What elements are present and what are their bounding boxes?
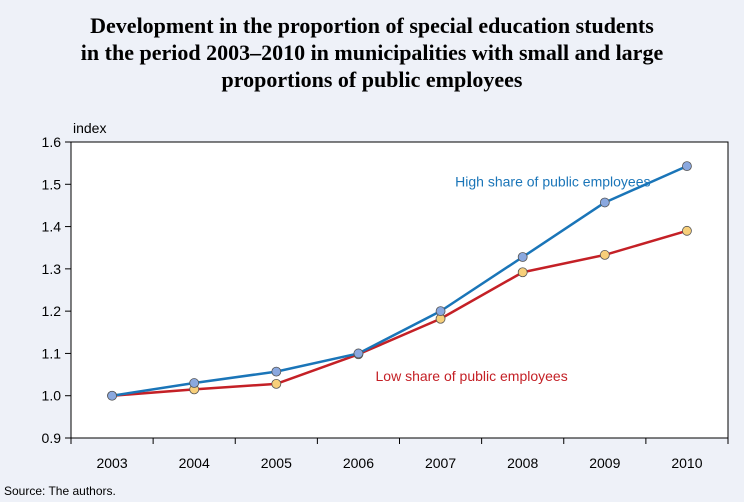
data-point-low: [271, 378, 282, 389]
x-tick-label: 2008: [507, 455, 538, 471]
data-point-high: [189, 378, 200, 388]
line-chart: 0.9 1.0 1.1 1.2 1.3 1.4 1.5 1.6 index 2003 2004 200…: [42, 120, 729, 471]
x-tick-label: 2010: [671, 455, 702, 471]
y-tick-label: 1.6: [42, 134, 62, 150]
x-tick-label: 2003: [96, 455, 127, 471]
x-tick-label: 2006: [343, 455, 374, 471]
data-point-high: [353, 348, 364, 359]
x-tick-label: 2007: [425, 455, 456, 471]
y-axis-label: index: [73, 120, 106, 136]
data-point-high: [435, 306, 446, 317]
data-point-high: [599, 197, 610, 208]
source-note: Source: The authors.: [4, 484, 116, 498]
data-point-high: [271, 366, 282, 377]
plot-area: [70, 141, 729, 439]
y-tick-label: 0.9: [42, 430, 62, 446]
data-point-high: [107, 390, 117, 401]
data-point-high: [682, 161, 692, 172]
data-point-high: [517, 252, 528, 262]
y-tick-label: 1.3: [42, 261, 62, 277]
data-point-low: [517, 267, 528, 278]
chart-title-line-3: proportions of public employees: [221, 67, 523, 92]
y-tick-label: 1.2: [42, 303, 62, 319]
chart-title: Development in the proportion of special…: [0, 12, 744, 93]
data-point-low: [682, 225, 692, 236]
series-line-high: [111, 164, 688, 397]
x-tick-label: 2004: [179, 455, 210, 471]
y-tick-label: 1.1: [42, 345, 62, 361]
series-label-low: Low share of public employees: [376, 368, 568, 384]
data-point-low: [599, 250, 610, 260]
series-line-low: [111, 229, 688, 397]
y-tick-label: 1.4: [42, 219, 62, 235]
series-label-high: High share of public employees: [455, 173, 650, 189]
y-tick-label: 1.5: [42, 176, 62, 192]
y-tick-label: 1.0: [42, 388, 62, 404]
x-tick-label: 2005: [261, 455, 292, 471]
x-tick-label: 2009: [589, 455, 620, 471]
chart-title-line-2: in the period 2003–2010 in municipalitie…: [80, 40, 664, 65]
chart-title-line-1: Development in the proportion of special…: [90, 13, 654, 38]
